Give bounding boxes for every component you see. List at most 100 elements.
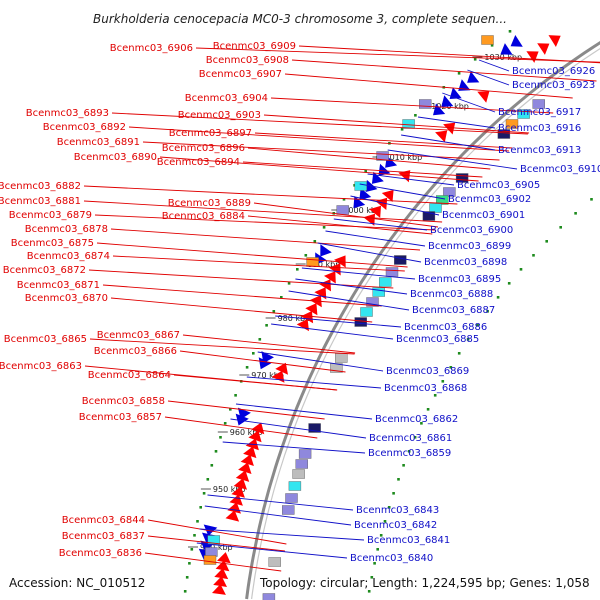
gene-label-right: Bcenmc03_6862 bbox=[375, 414, 458, 425]
cds-box bbox=[422, 211, 436, 221]
reverse-gene-arrow bbox=[378, 163, 391, 176]
reverse-gene-arrow bbox=[320, 244, 332, 257]
leader-line-right bbox=[207, 494, 354, 511]
kbp-tick-label: 1000 kbp bbox=[343, 206, 381, 215]
gene-label-left: Bcenmc03_6889 bbox=[168, 198, 251, 209]
forward-gene-arrow bbox=[231, 486, 245, 498]
ruler-dot-outer bbox=[457, 72, 461, 75]
ruler-dot-outer bbox=[202, 492, 206, 495]
kbp-tick-label: 1020 kbp bbox=[431, 102, 469, 111]
leader-line-right bbox=[350, 195, 440, 216]
forward-gene-arrow bbox=[381, 189, 394, 202]
cds-box bbox=[376, 151, 389, 161]
gene-label-left: Bcenmc03_6906 bbox=[110, 43, 193, 54]
leader-line-left bbox=[110, 228, 421, 251]
cds-box bbox=[288, 481, 302, 491]
leader-line-right bbox=[401, 134, 496, 151]
gene-label-right: Bcenmc03_6841 bbox=[367, 535, 450, 546]
cds-box bbox=[481, 35, 494, 45]
reverse-gene-arrow bbox=[500, 43, 513, 55]
ruler-dot-inner bbox=[496, 296, 500, 299]
gene-label-left: Bcenmc03_6867 bbox=[97, 330, 180, 341]
map-title: Burkholderia cenocepacia MC0-3 chromosom… bbox=[93, 12, 507, 26]
gene-label-right: Bcenmc03_6859 bbox=[368, 448, 451, 459]
cds-box bbox=[205, 547, 218, 557]
cds-box bbox=[354, 317, 367, 327]
gene-label-left: Bcenmc03_6903 bbox=[178, 110, 261, 121]
cds-box bbox=[394, 255, 407, 265]
gene-label-right: Bcenmc03_6861 bbox=[369, 433, 452, 444]
gene-label-right: Bcenmc03_6901 bbox=[442, 210, 525, 221]
ruler-dot-outer bbox=[265, 324, 268, 327]
forward-gene-arrow bbox=[248, 430, 262, 443]
ruler-dot-inner bbox=[426, 408, 430, 411]
forward-gene-arrow bbox=[526, 51, 539, 63]
cds-box bbox=[505, 119, 519, 129]
ruler-dot-outer bbox=[313, 240, 317, 243]
ruler-dot-inner bbox=[420, 422, 423, 425]
ruler-dot-inner bbox=[574, 212, 577, 215]
label-leader-lines bbox=[83, 45, 600, 572]
ruler-dot-inner bbox=[457, 352, 461, 355]
forward-gene-arrow bbox=[214, 568, 229, 580]
gene-label-left: Bcenmc03_6890 bbox=[74, 152, 157, 163]
cds-box bbox=[517, 109, 530, 119]
cds-box bbox=[268, 557, 281, 567]
gene-label-left: Bcenmc03_6879 bbox=[9, 210, 92, 221]
ruler-dot-outer bbox=[473, 58, 477, 61]
forward-gene-arrow bbox=[435, 130, 448, 143]
ruler-dot-inner bbox=[559, 226, 562, 229]
ruler-dot-inner bbox=[387, 506, 391, 509]
leader-line-right bbox=[295, 278, 408, 295]
cds-box bbox=[455, 173, 469, 183]
gene-label-right: Bcenmc03_6868 bbox=[384, 383, 467, 394]
ruler-dot-outer bbox=[252, 352, 255, 355]
leader-line-right bbox=[288, 290, 410, 311]
forward-gene-arrow bbox=[369, 205, 381, 218]
gene-label-left: Bcenmc03_6882 bbox=[0, 181, 81, 192]
ruler-dot-outer bbox=[400, 128, 404, 131]
cds-box bbox=[354, 181, 367, 191]
ruler-dot-outer bbox=[206, 478, 210, 481]
reverse-gene-arrow bbox=[449, 87, 462, 99]
gene-label-left: Bcenmc03_6872 bbox=[3, 265, 86, 276]
gene-label-left: Bcenmc03_6837 bbox=[62, 531, 145, 542]
leader-line-left bbox=[167, 400, 325, 420]
forward-gene-arrow bbox=[217, 552, 231, 564]
ruler-dot-inner bbox=[519, 268, 523, 271]
leader-line-right bbox=[275, 315, 402, 328]
ruler-dot-inner bbox=[466, 338, 470, 341]
ruler-dot-inner bbox=[532, 254, 535, 257]
leader-line-right bbox=[367, 173, 455, 186]
gene-label-left: Bcenmc03_6907 bbox=[199, 69, 282, 80]
ruler-dot-outer bbox=[272, 310, 276, 313]
gene-label-left: Bcenmc03_6881 bbox=[0, 196, 81, 207]
forward-gene-arrow bbox=[324, 271, 336, 284]
kbp-tick-label: 950 kbp bbox=[213, 485, 246, 494]
gene-label-left: Bcenmc03_6870 bbox=[25, 293, 108, 304]
leader-line-right bbox=[467, 69, 510, 86]
cds-box bbox=[402, 119, 415, 129]
leader-line-left bbox=[298, 45, 600, 64]
leader-line-right bbox=[230, 418, 367, 439]
leader-line-right bbox=[257, 351, 384, 372]
forward-gene-arrow bbox=[229, 494, 243, 506]
cds-box bbox=[308, 423, 321, 433]
leader-line-left bbox=[253, 202, 439, 228]
reverse-gene-arrow bbox=[258, 357, 272, 370]
leader-line-left bbox=[142, 141, 500, 161]
gene-label-left: Bcenmc03_6857 bbox=[79, 412, 162, 423]
leader-line-right bbox=[325, 230, 426, 247]
leader-line-right bbox=[317, 242, 422, 263]
gene-label-left: Bcenmc03_6897 bbox=[169, 128, 252, 139]
ruler-dot-inner bbox=[407, 450, 411, 453]
ruler-dot-outer bbox=[214, 450, 218, 453]
reverse-gene-arrow bbox=[441, 95, 454, 108]
gene-label-left: Bcenmc03_6909 bbox=[213, 41, 296, 52]
leader-line-right bbox=[246, 376, 382, 389]
cds-box bbox=[285, 493, 298, 503]
forward-gene-arrow bbox=[251, 422, 265, 435]
cds-box bbox=[379, 277, 392, 287]
ruler-dot-inner bbox=[486, 310, 489, 313]
